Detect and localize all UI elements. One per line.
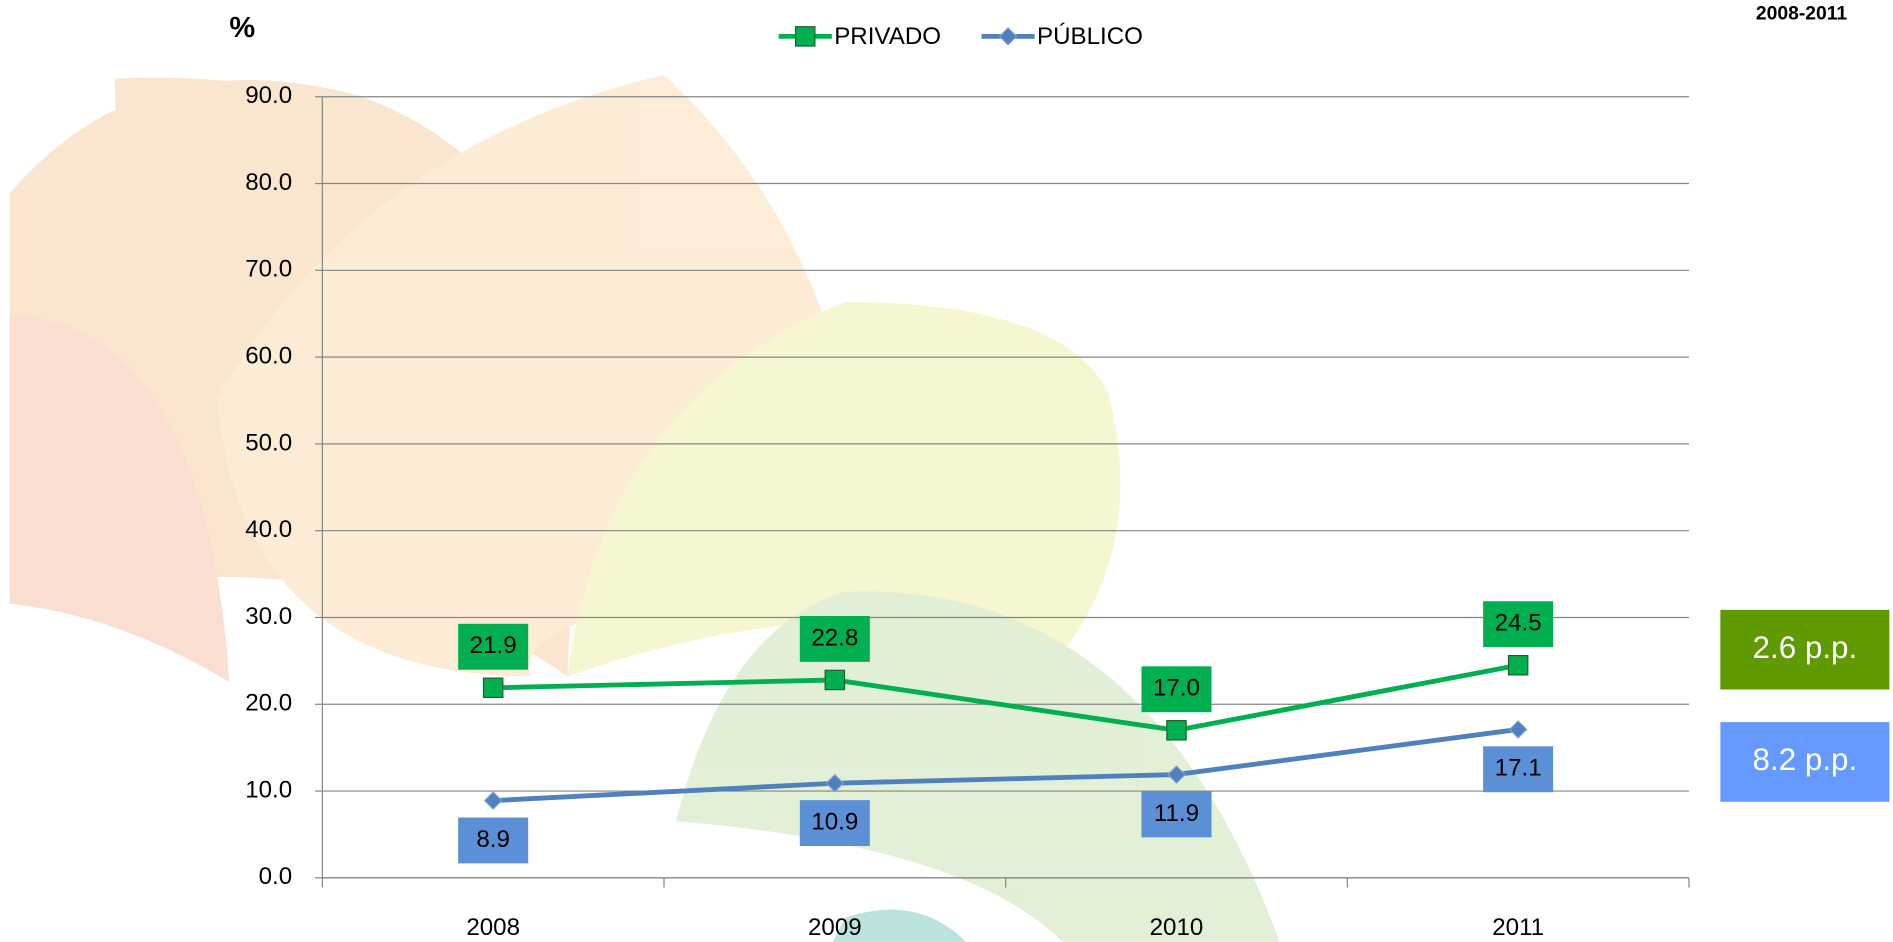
value-label: 10.9 [811,808,858,835]
x-tick-label: 2009 [808,914,862,941]
marker [485,792,502,809]
value-label: 17.1 [1495,755,1542,782]
legend-label: PÚBLICO [1037,23,1143,50]
y-axis-label: % [229,12,255,44]
legend-label: PRIVADO [834,23,941,50]
x-tick-label: 2011 [1492,914,1544,941]
y-tick-label: 20.0 [245,690,292,717]
marker [1508,656,1527,675]
annotation-text: 8.2 p.p. [1753,742,1858,777]
y-tick-label: 0.0 [259,863,293,890]
y-tick-label: 50.0 [245,429,292,456]
marker [484,678,503,697]
period-label: 2008-2011 [1756,4,1847,25]
y-tick-label: 90.0 [245,82,292,109]
value-label: 17.0 [1153,675,1200,702]
value-label: 11.9 [1154,800,1199,827]
y-tick-label: 30.0 [245,603,292,630]
value-label: 8.9 [476,826,510,853]
y-tick-label: 70.0 [245,256,292,283]
y-tick-label: 80.0 [245,169,292,196]
marker [825,670,844,689]
chart: % 2008-2011 0.0 10.0 20.0 30.0 40.0 50.0 60.0 7… [0,0,1893,942]
y-tick-label: 40.0 [245,516,292,543]
marker [1000,28,1017,45]
value-label: 22.8 [811,624,858,651]
marker [1510,721,1527,738]
y-tick-label: 60.0 [245,342,292,369]
value-label: 24.5 [1495,610,1542,637]
annotation-text: 2.6 p.p. [1753,630,1858,665]
marker [1167,721,1186,740]
background-decoration [10,75,1280,942]
marker [796,27,815,46]
value-label: 21.9 [470,632,517,659]
y-tick-label: 10.0 [245,776,292,803]
x-tick-label: 2008 [466,914,520,941]
x-tick-label: 2010 [1150,914,1204,941]
